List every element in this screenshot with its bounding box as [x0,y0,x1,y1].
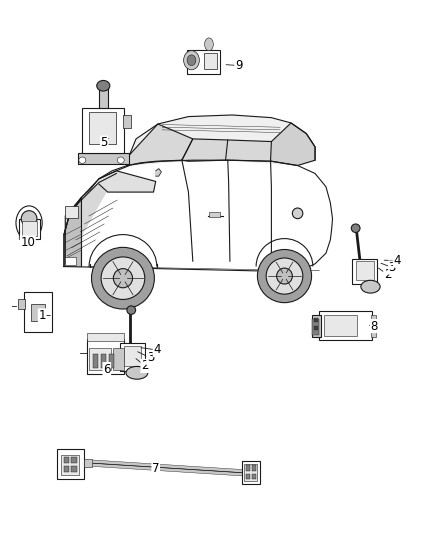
Polygon shape [127,124,193,165]
Bar [311,316,321,337]
Text: 8: 8 [370,320,378,333]
Polygon shape [127,115,315,165]
Text: 6: 6 [103,362,110,376]
Bar [312,319,319,335]
Bar [82,108,124,153]
Ellipse shape [16,206,42,240]
Text: 5: 5 [100,136,108,149]
Ellipse shape [187,55,196,66]
Ellipse shape [184,51,199,70]
Bar [19,219,40,239]
Bar [101,354,106,368]
Bar [89,349,111,369]
Bar [314,326,318,330]
Ellipse shape [117,157,124,164]
Ellipse shape [21,211,37,227]
Polygon shape [64,160,332,272]
Bar [99,87,108,108]
Polygon shape [99,171,155,192]
Text: 4: 4 [393,254,401,267]
Bar [124,115,131,128]
Ellipse shape [266,258,303,294]
Bar [244,464,257,481]
Bar [21,221,37,236]
Ellipse shape [126,367,148,379]
Text: 7: 7 [152,462,159,475]
Bar [64,466,69,472]
Bar [18,300,25,309]
Bar [187,50,220,74]
Bar [242,461,260,484]
Text: 10: 10 [20,236,35,249]
Text: 1: 1 [39,309,46,322]
Bar [314,318,318,322]
Bar [57,449,84,479]
Bar [65,257,76,265]
Bar [71,466,77,472]
Polygon shape [182,139,228,161]
Ellipse shape [92,247,154,309]
Polygon shape [155,168,161,176]
Bar [324,316,357,336]
Bar [87,334,124,341]
Polygon shape [272,123,315,165]
Text: 3: 3 [147,351,154,365]
Bar [352,259,378,284]
Ellipse shape [258,249,311,303]
Bar [209,212,220,216]
Bar [124,346,141,367]
Polygon shape [64,197,81,266]
Ellipse shape [351,224,360,232]
Bar [252,474,256,479]
Bar [356,261,374,280]
Bar [120,343,145,370]
Ellipse shape [127,306,136,314]
Text: 4: 4 [153,343,161,357]
Bar [246,474,250,479]
Bar [113,349,124,369]
Ellipse shape [97,80,110,91]
Ellipse shape [361,280,380,293]
Ellipse shape [101,257,145,300]
Bar [109,354,114,368]
Bar [246,465,250,471]
Text: 3: 3 [389,261,396,274]
Bar [31,304,45,321]
Bar [252,465,256,471]
Bar [204,53,217,69]
Ellipse shape [292,208,303,219]
Bar [93,354,99,368]
Bar [64,457,69,463]
Text: 2: 2 [141,359,148,373]
Ellipse shape [205,38,213,51]
Polygon shape [226,140,272,161]
Ellipse shape [79,157,86,164]
Bar [84,459,92,467]
Polygon shape [65,173,117,264]
Bar [65,206,78,217]
Bar [24,292,52,332]
Bar [60,455,79,475]
Bar [87,340,124,374]
Ellipse shape [113,269,133,288]
Bar [78,153,129,165]
Ellipse shape [277,268,292,284]
Text: 2: 2 [384,268,391,281]
Bar [319,311,372,340]
Bar [71,457,77,463]
Bar [371,316,376,337]
Bar [89,112,117,144]
Text: 9: 9 [235,59,242,72]
